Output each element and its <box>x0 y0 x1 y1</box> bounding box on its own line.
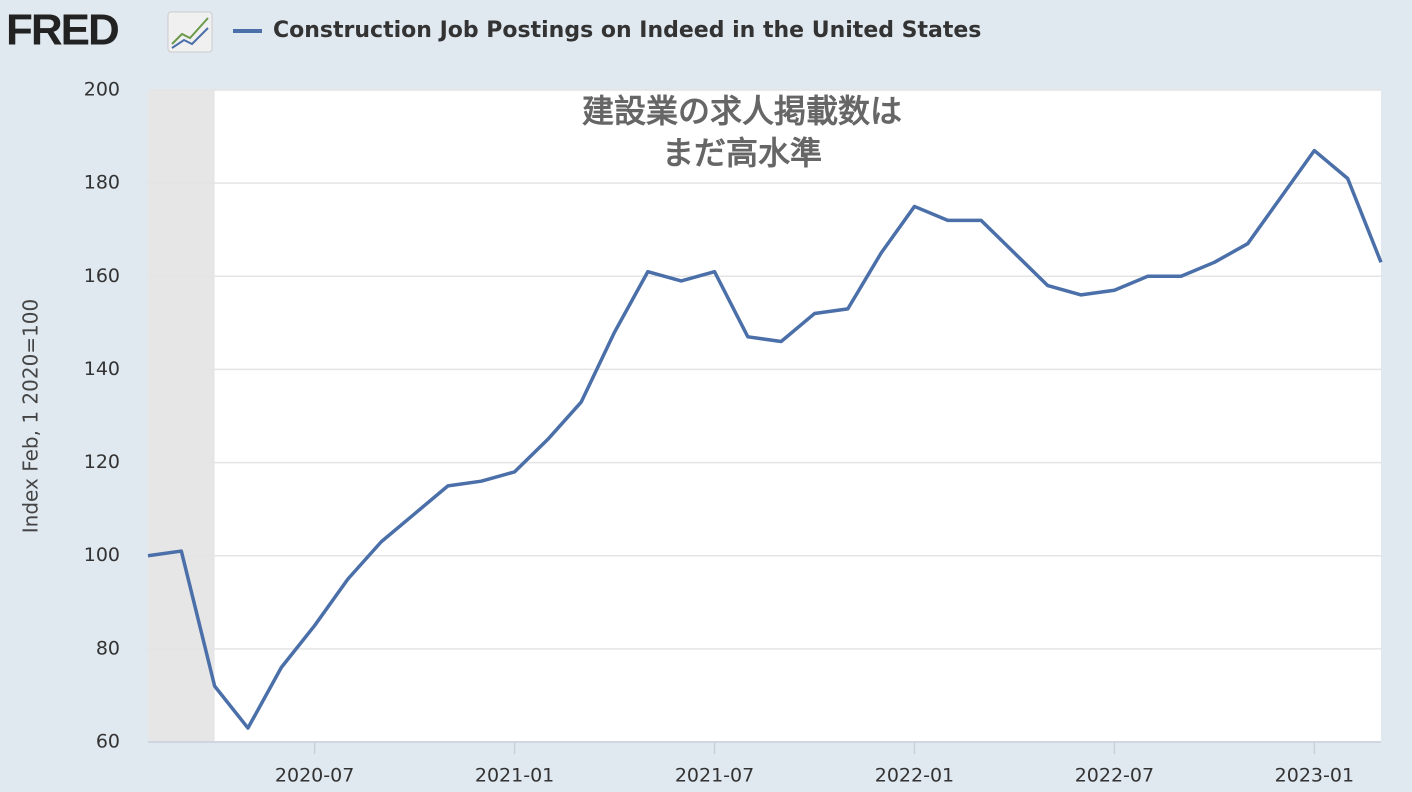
y-tick-label: 120 <box>84 451 120 473</box>
x-tick-label: 2021-07 <box>675 765 754 787</box>
y-tick-label: 140 <box>84 358 120 380</box>
x-tick-label: 2022-01 <box>875 765 954 787</box>
legend-label: Construction Job Postings on Indeed in t… <box>273 18 981 43</box>
y-tick-label: 180 <box>84 172 120 194</box>
x-tick-label: 2023-01 <box>1275 765 1354 787</box>
logo-icon <box>167 11 213 53</box>
logo: FRED <box>6 6 118 55</box>
x-tick-label: 2020-07 <box>275 765 354 787</box>
y-axis-label: Index Feb, 1 2020=100 <box>19 299 43 533</box>
x-tick-label: 2022-07 <box>1075 765 1154 787</box>
annotation: まだ高水準 <box>662 134 822 172</box>
y-tick-label: 80 <box>96 637 120 659</box>
x-tick-label: 2021-01 <box>475 765 554 787</box>
y-tick-label: 100 <box>84 544 120 566</box>
y-tick-label: 60 <box>96 731 120 753</box>
recession-shade <box>148 90 215 742</box>
annotation: 建設業の求人掲載数は <box>582 92 902 130</box>
series-line <box>147 148 1383 730</box>
y-tick-label: 160 <box>84 265 120 287</box>
plot-area <box>148 90 1381 742</box>
y-tick-label: 200 <box>84 79 120 101</box>
